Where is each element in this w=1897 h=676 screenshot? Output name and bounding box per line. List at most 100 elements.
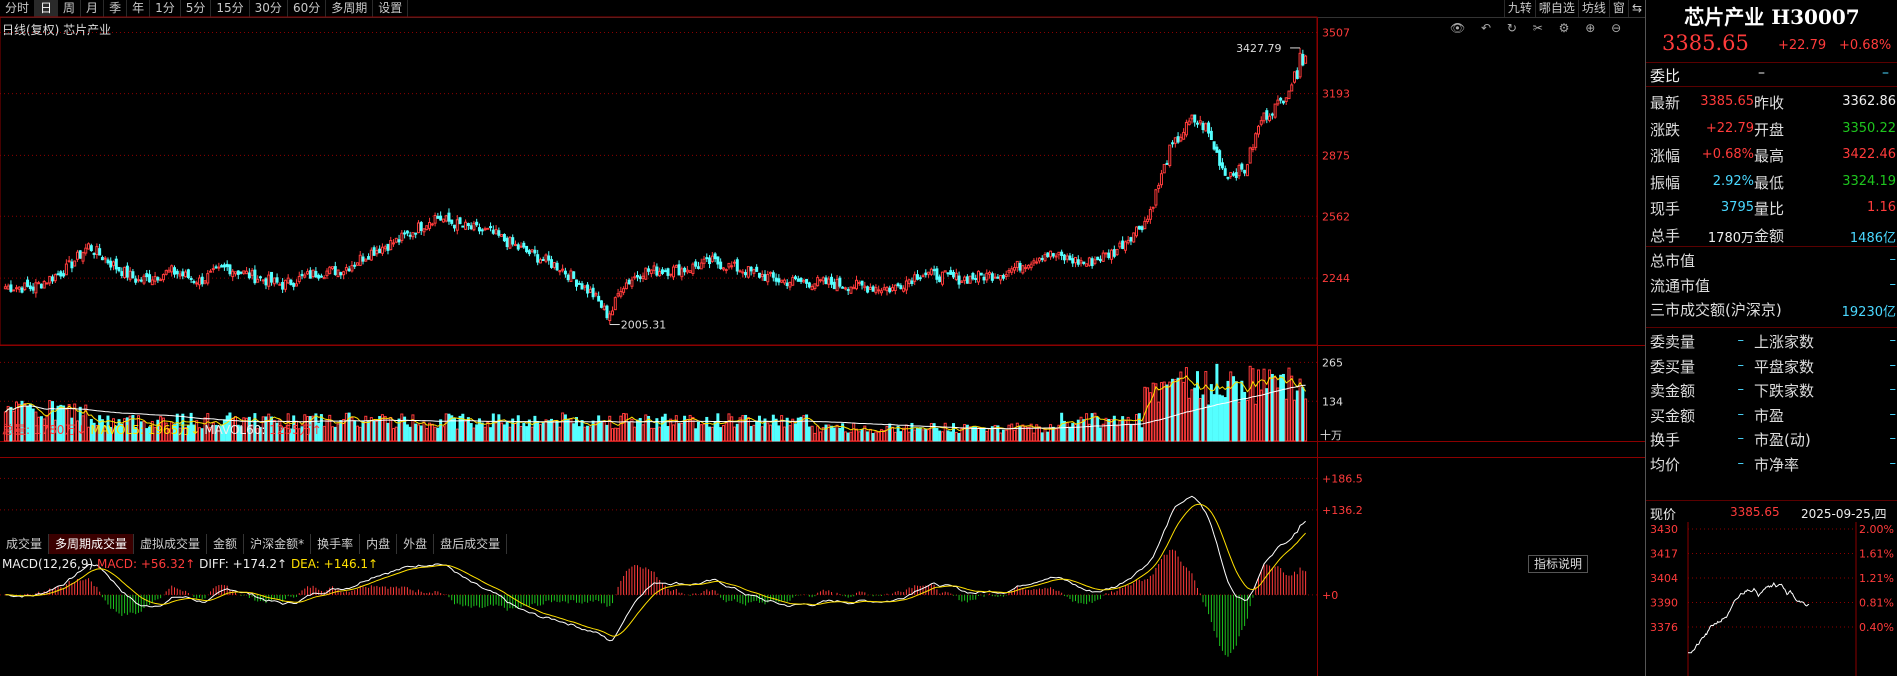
mini-left-tick: 3417 bbox=[1650, 548, 1678, 561]
candle-body bbox=[1251, 147, 1255, 151]
stat-value: – bbox=[1737, 406, 1745, 422]
candle-body bbox=[691, 263, 695, 274]
volume-bar bbox=[849, 431, 853, 442]
period-tab-10[interactable]: 60分 bbox=[288, 0, 327, 17]
candle-body bbox=[1295, 70, 1299, 79]
quote-label: 总手 bbox=[1650, 226, 1681, 245]
candle-body bbox=[489, 226, 493, 229]
volume-bar bbox=[655, 418, 659, 442]
volume-tab-0[interactable]: 成交量 bbox=[0, 534, 50, 554]
volume-tab-4[interactable]: 沪深金额* bbox=[244, 534, 312, 554]
volume-bar bbox=[730, 416, 734, 442]
volume-bar bbox=[993, 424, 997, 442]
candle-body bbox=[239, 271, 243, 274]
candle-body bbox=[1245, 164, 1249, 177]
candle-body bbox=[1182, 131, 1186, 140]
candle-body bbox=[647, 268, 651, 272]
volume-tab-5[interactable]: 换手率 bbox=[311, 534, 361, 554]
volume-header: 总量: 1780万↓ MAVOL5: 1965万↓ MAVOL60: 1255万… bbox=[2, 421, 322, 438]
period-tab-6[interactable]: 1分 bbox=[150, 0, 181, 17]
period-tab-2[interactable]: 周 bbox=[58, 0, 82, 17]
volume-bar bbox=[1010, 423, 1014, 442]
volume-bar bbox=[1215, 363, 1219, 442]
volume-bar bbox=[322, 425, 326, 442]
volume-bar bbox=[1007, 424, 1011, 442]
volume-bar bbox=[1062, 420, 1066, 442]
candle-body bbox=[128, 270, 132, 280]
toolbar-right-item-4[interactable]: ⇆ bbox=[1627, 0, 1645, 17]
volume-bar bbox=[652, 427, 656, 442]
candle-body bbox=[555, 262, 559, 271]
candle-body bbox=[95, 246, 99, 256]
candle-body bbox=[87, 243, 91, 250]
volume-bar bbox=[1129, 424, 1133, 442]
candle-body bbox=[733, 261, 737, 264]
candle-body bbox=[192, 280, 196, 283]
period-tab-8[interactable]: 15分 bbox=[211, 0, 250, 17]
volume-bar bbox=[84, 404, 88, 442]
volume-tab-3[interactable]: 金额 bbox=[207, 534, 245, 554]
stat-label: 上涨家数 bbox=[1754, 333, 1815, 351]
volume-bar bbox=[275, 422, 279, 442]
period-tab-11[interactable]: 多周期 bbox=[326, 0, 374, 17]
volume-bar bbox=[192, 424, 196, 442]
chart-tool-icons[interactable]: 👁 ↶ ↻ ✂ ⚙ ⊕ ⊖ bbox=[1450, 21, 1628, 35]
volume-bar bbox=[938, 430, 942, 442]
period-tab-1[interactable]: 日 bbox=[35, 0, 59, 17]
candle-body bbox=[392, 242, 396, 245]
period-tab-9[interactable]: 30分 bbox=[250, 0, 288, 17]
volume-tab-2[interactable]: 虚拟成交量 bbox=[134, 534, 208, 554]
stat-row: 均价 – 市净率 – bbox=[1650, 454, 1896, 484]
volume-bar bbox=[419, 425, 423, 442]
volume-bar bbox=[647, 415, 651, 442]
period-tab-0[interactable]: 分时 bbox=[0, 0, 36, 17]
mini-right-tick: 0.40% bbox=[1859, 621, 1894, 634]
candle-body bbox=[297, 275, 301, 283]
candle-body bbox=[103, 257, 107, 260]
period-tab-12[interactable]: 设置 bbox=[373, 0, 409, 17]
candle-body bbox=[830, 276, 834, 285]
volume-tab-8[interactable]: 盘后成交量 bbox=[434, 534, 508, 554]
indicator-help-button[interactable]: 指标说明 bbox=[1528, 555, 1589, 573]
candle-body bbox=[805, 278, 809, 284]
volume-tab-1[interactable]: 多周期成交量 bbox=[49, 534, 135, 554]
volume-bar bbox=[946, 430, 950, 442]
volume-bar bbox=[835, 424, 839, 442]
quote-label: 金额 bbox=[1754, 226, 1785, 245]
candle-body bbox=[397, 239, 401, 243]
volume-bar bbox=[342, 419, 346, 442]
toolbar-right-item-0[interactable]: 九转 bbox=[1503, 0, 1535, 17]
volume-bar bbox=[558, 426, 562, 442]
candle-body bbox=[441, 218, 445, 223]
candle-body bbox=[414, 232, 418, 235]
period-tab-5[interactable]: 年 bbox=[127, 0, 151, 17]
stat-row: 换手 – 市盈(动) – bbox=[1650, 429, 1896, 459]
toolbar-right-item-3[interactable]: 窗 bbox=[1608, 0, 1628, 17]
period-tab-7[interactable]: 5分 bbox=[181, 0, 212, 17]
volume-bar bbox=[971, 426, 975, 442]
volume-bar bbox=[195, 420, 199, 442]
volume-bar bbox=[799, 416, 803, 442]
candle-body bbox=[652, 265, 656, 271]
weibi-label: 委比 bbox=[1650, 67, 1681, 85]
candle-body bbox=[1068, 255, 1072, 261]
volume-tab-6[interactable]: 内盘 bbox=[360, 534, 398, 554]
candle-body bbox=[26, 279, 30, 287]
volume-tab-7[interactable]: 外盘 bbox=[397, 534, 435, 554]
stat-value: – bbox=[1737, 431, 1745, 446]
toolbar-right-item-1[interactable]: 哪自选 bbox=[1534, 0, 1578, 17]
volume-bar bbox=[943, 422, 947, 442]
period-tab-3[interactable]: 月 bbox=[81, 0, 105, 17]
candle-body bbox=[530, 249, 534, 253]
candle-body bbox=[1096, 256, 1100, 261]
candle-body bbox=[1259, 120, 1263, 125]
candle-body bbox=[1215, 146, 1219, 153]
stat-value: – bbox=[1737, 382, 1745, 397]
toolbar-right-item-2[interactable]: 坊线 bbox=[1577, 0, 1609, 17]
volume-bar bbox=[502, 424, 506, 442]
volume-bar bbox=[1270, 373, 1274, 442]
volume-bar bbox=[888, 423, 892, 442]
candle-body bbox=[965, 276, 969, 284]
period-tab-4[interactable]: 季 bbox=[104, 0, 128, 17]
candle-body bbox=[616, 293, 620, 297]
